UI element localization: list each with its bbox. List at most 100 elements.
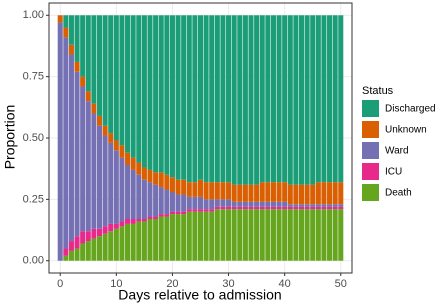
bar-segment: [192, 182, 198, 197]
legend-title: Status: [362, 85, 394, 97]
bar-segment: [130, 157, 136, 170]
bar-segment: [214, 209, 220, 261]
bar-segment: [186, 196, 192, 210]
bar-segment: [315, 182, 321, 205]
bar-segment: [136, 162, 142, 175]
bar-segment: [136, 174, 142, 219]
bar-segment: [158, 187, 164, 215]
bar-segment: [338, 15, 344, 183]
bar-segment: [80, 76, 86, 87]
legend-text: Death: [385, 188, 412, 199]
bar-segment: [181, 179, 187, 195]
bar-segment: [287, 204, 293, 207]
bar-segment: [209, 182, 215, 200]
bar-segment: [91, 238, 97, 261]
bar-segment: [254, 206, 260, 210]
bar-segment: [214, 199, 220, 207]
bar-segment: [68, 15, 74, 45]
bar-segment: [270, 182, 276, 202]
bar-segment: [68, 250, 74, 261]
bar-segment: [310, 209, 316, 261]
bar-segment: [203, 15, 209, 183]
bar-segment: [287, 184, 293, 205]
bar-segment: [197, 209, 204, 212]
bar-segment: [270, 209, 276, 261]
bar-segment: [130, 169, 136, 219]
bar-segment: [102, 15, 108, 126]
bar-segment: [85, 101, 91, 232]
bar-segment: [220, 182, 226, 200]
bar-segment: [220, 199, 226, 207]
bar-segment: [248, 206, 254, 210]
bar-segment: [282, 15, 288, 183]
bar-segment: [265, 201, 271, 207]
bar-segment: [63, 27, 69, 38]
bar-segment: [74, 61, 80, 72]
bar-segment: [338, 209, 344, 261]
legend-text: Discharged: [385, 104, 436, 115]
bar-segment: [113, 223, 119, 229]
bar-segment: [63, 37, 69, 249]
bar-segment: [192, 209, 198, 212]
bar-segment: [136, 15, 142, 163]
bar-segment: [231, 201, 237, 207]
bar-segment: [119, 226, 125, 261]
bar-segment: [226, 182, 232, 200]
bar-segment: [102, 226, 108, 234]
bar-segment: [327, 206, 333, 210]
legend-key: [362, 142, 379, 159]
bar-segment: [338, 204, 344, 207]
bar-segment: [315, 209, 321, 261]
bar-segment: [102, 125, 108, 136]
bar-segment: [242, 184, 248, 202]
bar-segment: [231, 206, 237, 210]
bar-segment: [175, 194, 181, 212]
bar-segment: [209, 15, 215, 183]
bar-segment: [282, 209, 288, 261]
bar-segment: [259, 206, 265, 210]
bar-segment: [298, 184, 305, 205]
bar-segment: [125, 165, 131, 219]
y-tick-label: 0.25: [23, 193, 44, 205]
bar-segment: [158, 214, 164, 217]
bar-segment: [270, 15, 276, 183]
bar-segment: [119, 15, 125, 146]
bar-segment: [158, 172, 164, 188]
bar-segment: [108, 15, 114, 134]
bar-segment: [298, 204, 305, 207]
bar-segment: [231, 209, 237, 261]
bar-segment: [96, 236, 103, 261]
bar-segment: [85, 15, 91, 92]
bar-segment: [287, 206, 293, 210]
bar-segment: [96, 115, 103, 126]
bar-segment: [293, 15, 299, 185]
bar-segment: [226, 15, 232, 183]
bar-segment: [125, 152, 131, 165]
bar-segment: [102, 233, 108, 261]
bar-segment: [141, 15, 147, 168]
bar-segment: [259, 15, 265, 183]
bar-segment: [57, 22, 63, 261]
bar-segment: [282, 206, 288, 210]
bar-segment: [119, 145, 125, 158]
bar-segment: [270, 201, 276, 207]
bar-segment: [175, 179, 181, 195]
legend-key: [362, 121, 379, 138]
bar-segment: [209, 211, 215, 261]
bar-segment: [259, 209, 265, 261]
bar-segment: [242, 209, 248, 261]
bar-segment: [197, 196, 204, 210]
bar-segment: [153, 15, 159, 173]
bar-segment: [192, 211, 198, 261]
panel-border: [48, 2, 353, 274]
bar-segment: [276, 15, 282, 183]
bar-segment: [254, 15, 260, 185]
bar-segment: [242, 206, 248, 210]
bar-segment: [113, 140, 119, 151]
bar-segment: [226, 209, 232, 261]
bar-segment: [130, 223, 136, 261]
bar-segment: [231, 184, 237, 202]
bar-segment: [85, 231, 91, 242]
x-tick-label: 40: [279, 278, 291, 290]
bar-segment: [332, 206, 338, 210]
